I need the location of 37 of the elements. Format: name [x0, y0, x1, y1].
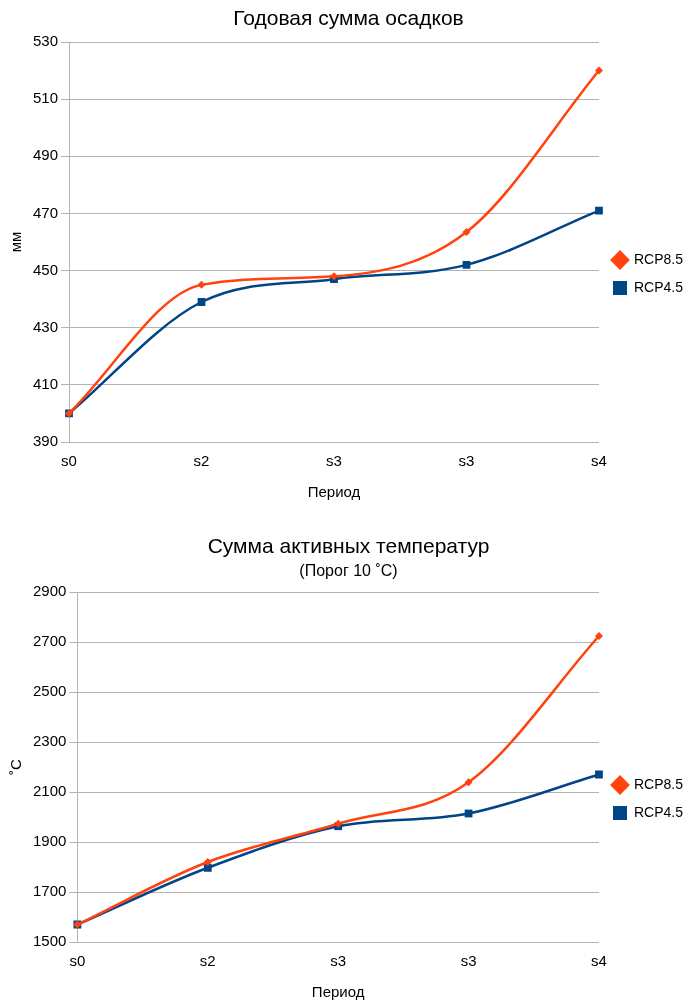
chart-title: Сумма активных температур	[206, 533, 491, 558]
x-axis-title: Период	[311, 983, 365, 1001]
y-tick-label: 510	[33, 89, 59, 107]
x-tick-label: s0	[61, 452, 77, 470]
legend-label: RCP8.5	[633, 250, 684, 267]
x-tick-label: s2	[199, 952, 216, 970]
legend-label: RCP4.5	[633, 803, 684, 820]
y-tick-label: 1500	[32, 932, 67, 950]
y-tick-label: 2100	[32, 782, 67, 800]
x-tick-label: s3	[326, 452, 342, 470]
y-tick-label: 450	[33, 260, 59, 278]
y-tick-label: 2700	[32, 632, 67, 650]
y-tick-label: 2900	[32, 582, 67, 600]
y-tick-label: 470	[33, 203, 59, 221]
x-tick-label: s2	[193, 452, 210, 470]
y-tick-label: 1900	[32, 832, 67, 850]
x-tick-label: s3	[330, 952, 347, 970]
y-tick-label: 1700	[32, 882, 67, 900]
y-axis-title: ˚C	[7, 758, 25, 775]
x-axis-title: Период	[307, 483, 361, 501]
y-tick-label: 2500	[32, 682, 67, 700]
chart-subtitle: (Порог 10 ˚C)	[298, 561, 399, 580]
y-tick-label: 410	[33, 375, 59, 392]
x-tick-label: s0	[69, 952, 86, 970]
chart-title: Годовая сумма осадков	[232, 5, 465, 30]
legend-label: RCP8.5	[633, 775, 684, 792]
y-tick-label: 430	[33, 317, 59, 335]
legend-label: RCP4.5	[633, 278, 684, 295]
x-tick-label: s4	[591, 952, 607, 970]
y-tick-label: 490	[33, 146, 59, 164]
x-tick-label: s3	[460, 952, 477, 970]
y-tick-label: 390	[33, 432, 59, 450]
y-tick-label: 2300	[32, 732, 67, 750]
x-tick-label: s3	[458, 452, 475, 470]
y-tick-label: 530	[33, 32, 59, 50]
x-tick-label: s4	[591, 452, 607, 470]
y-axis-title: мм	[7, 231, 25, 253]
